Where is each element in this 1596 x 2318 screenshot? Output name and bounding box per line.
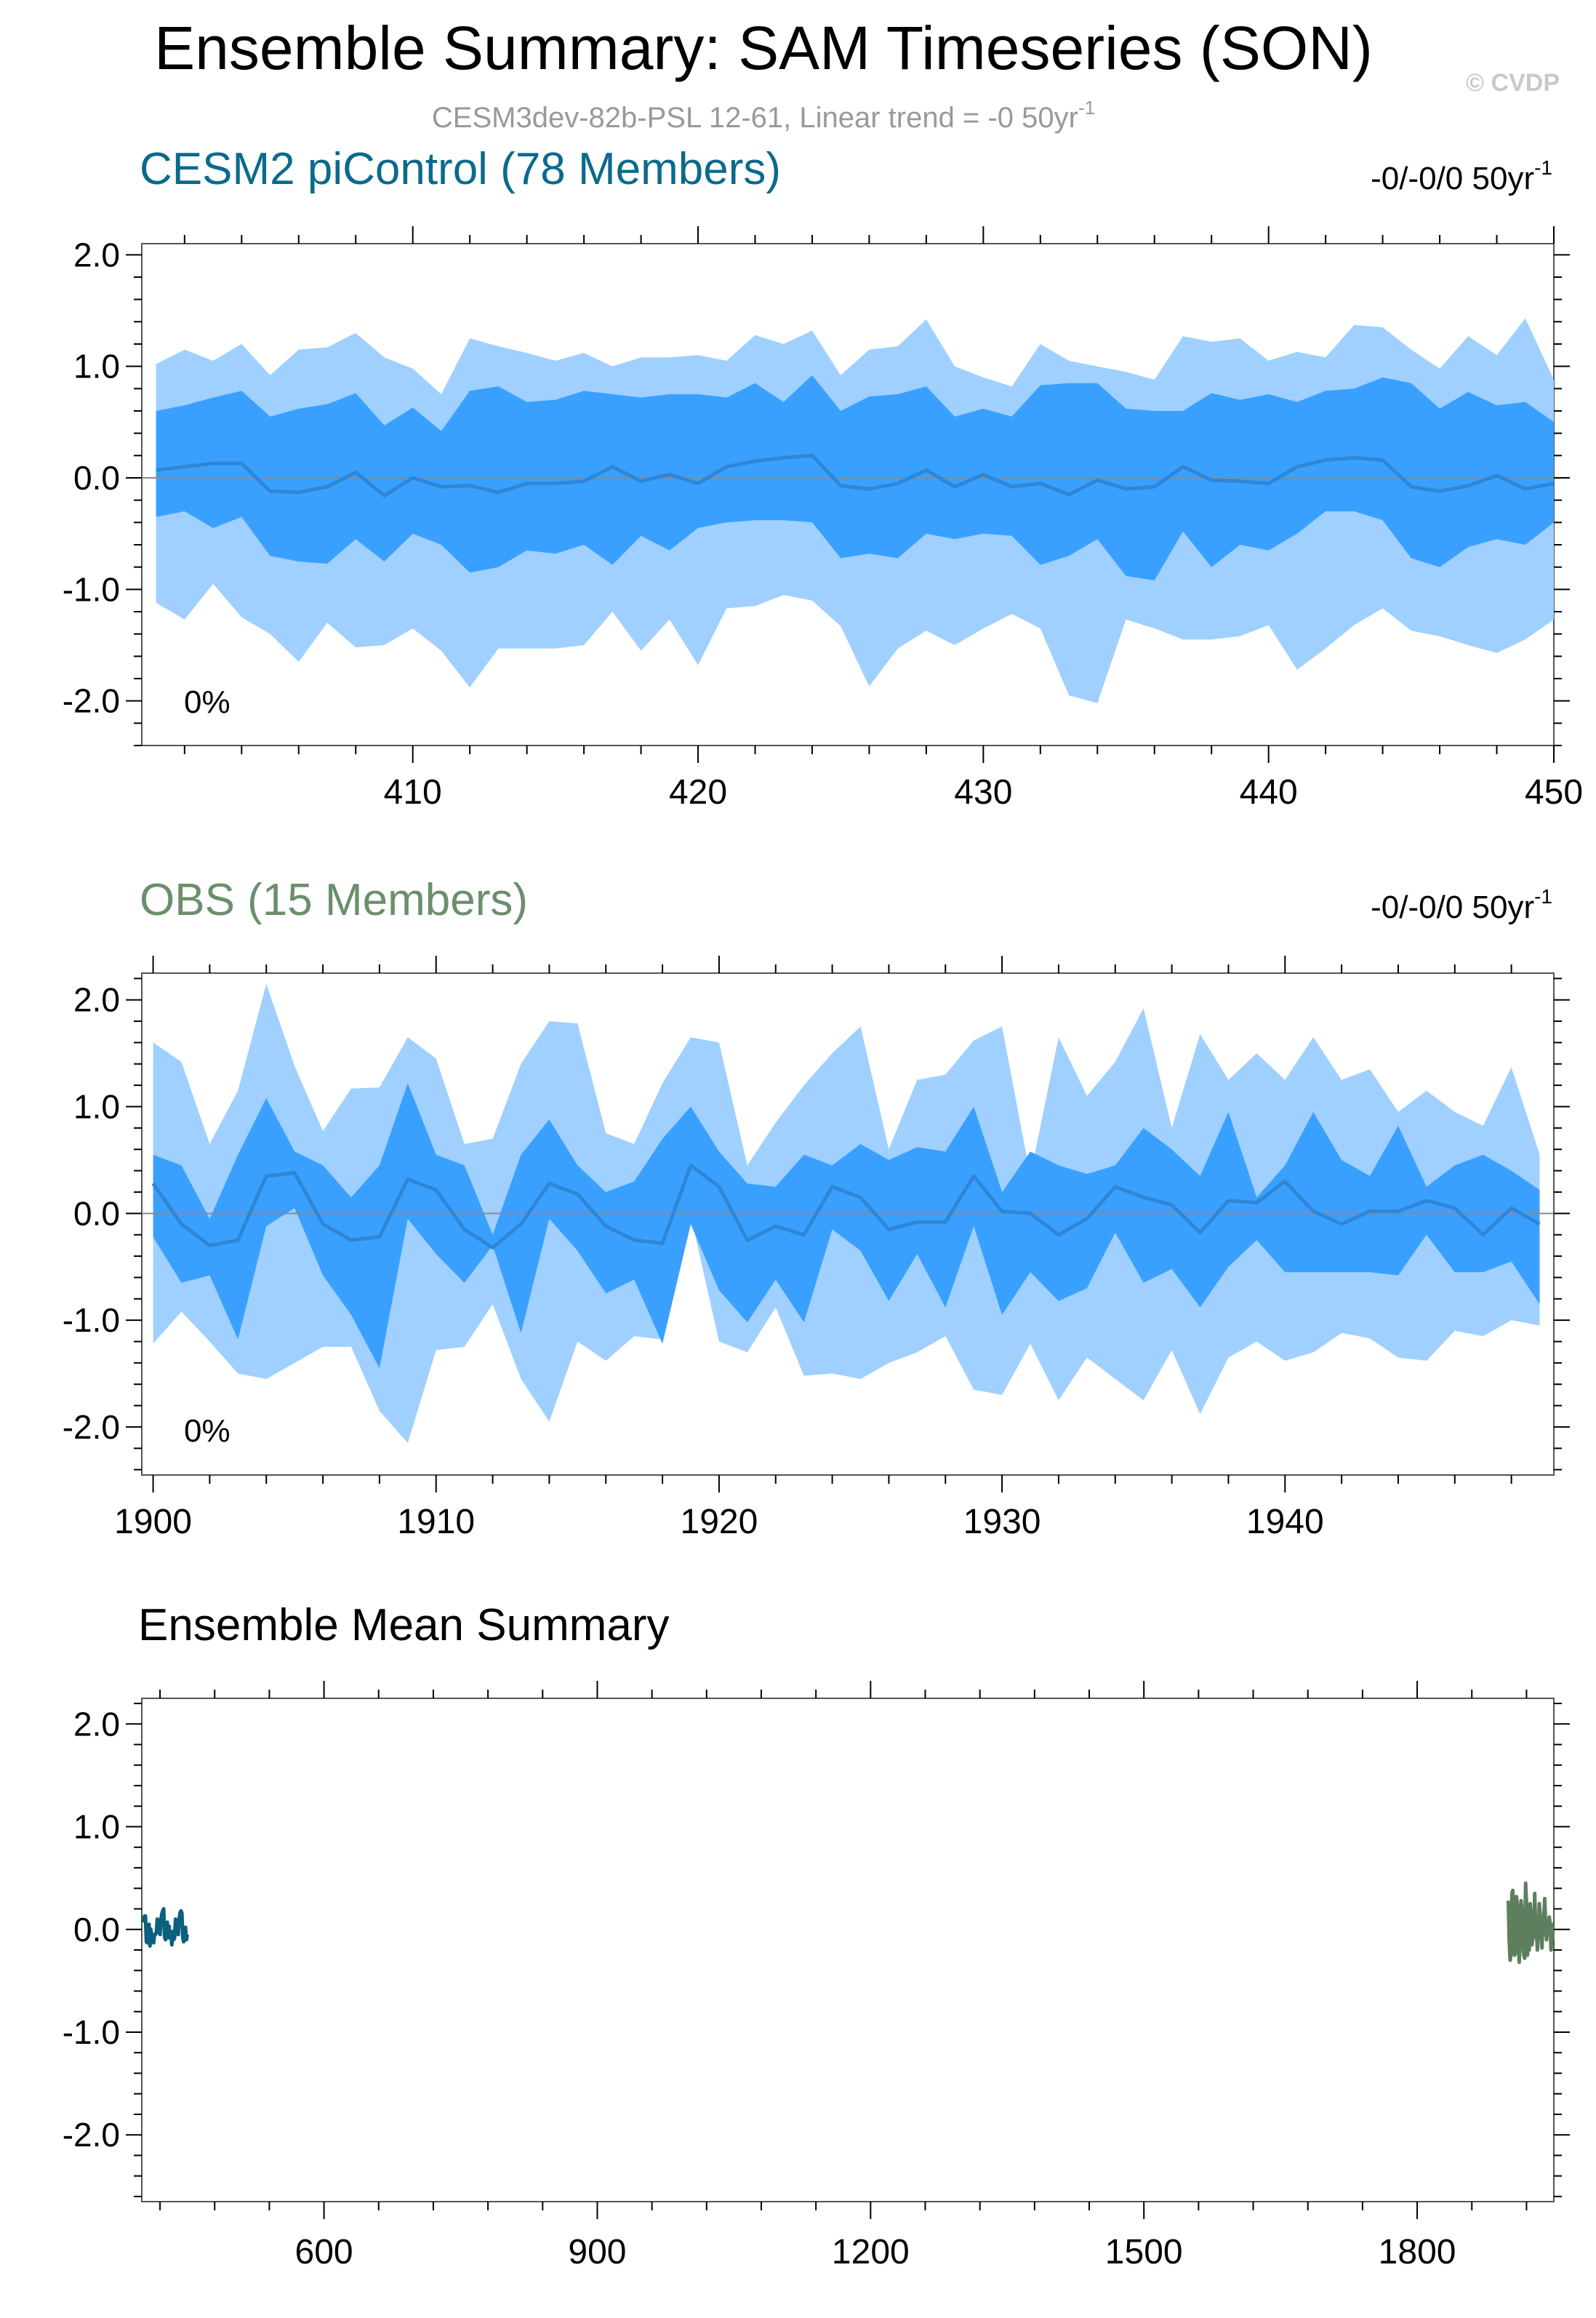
- ensemble-mean-ytick-label: 0.0: [73, 1911, 120, 1949]
- ensemble-mean-xtick-label: 600: [295, 2233, 353, 2271]
- ensemble-mean-xtick-label: 1800: [1379, 2233, 1456, 2271]
- panel-cesm2-trend-text: -0/-0/0 50yr: [1371, 161, 1534, 196]
- panel-obs-trend-text: -0/-0/0 50yr: [1371, 890, 1534, 925]
- panel-obs-title: OBS (15 Members): [140, 875, 528, 925]
- obs-ytick-label: -1.0: [63, 1301, 120, 1339]
- panel-obs-mean-line: [151, 1163, 1541, 1250]
- cesm2-ytick-label: -2.0: [63, 682, 120, 720]
- panel-cesm2-trend-sup: -1: [1534, 156, 1552, 179]
- panel-obs-trend: -0/-0/0 50yr-1: [1371, 885, 1552, 925]
- cesm2-xtick-label: 410: [384, 773, 442, 812]
- panel-ensemble-mean-obs-line: [1506, 1881, 1555, 1965]
- obs-xtick-label: 1910: [397, 1503, 475, 1541]
- ensemble-mean-ytick-label: 2.0: [73, 1705, 120, 1743]
- panel-obs-frame: [141, 972, 1555, 1476]
- cesm2-xtick-label: 450: [1525, 773, 1583, 812]
- obs-ytick-label: 1.0: [73, 1088, 120, 1126]
- panel-cesm2-percent: 0%: [184, 684, 230, 720]
- subtitle-superscript: -1: [1078, 97, 1095, 119]
- obs-xtick-label: 1920: [681, 1503, 758, 1541]
- panel-ensemble-mean-x-axis: 600 900 1200 1500 1800: [159, 1681, 1528, 2271]
- panel-cesm2-title: CESM2 piControl (78 Members): [140, 144, 781, 194]
- panel-cesm2-trend: -0/-0/0 50yr-1: [1371, 156, 1552, 196]
- cesm2-ytick-label: 0.0: [73, 459, 120, 497]
- subtitle-text: CESM3dev-82b-PSL 12-61, Linear trend = -…: [432, 102, 1078, 134]
- figure-title: Ensemble Summary: SAM Timeseries (SON): [154, 14, 1373, 82]
- panel-obs-y-axis: 2.0 1.0 0.0 -1.0 -2.0: [63, 978, 1570, 1471]
- cesm2-ytick-label: 2.0: [73, 236, 120, 273]
- panel-cesm2-mean-line: [156, 453, 1555, 497]
- ensemble-mean-ytick-label: -1.0: [63, 2013, 120, 2051]
- panel-ensemble-mean-title: Ensemble Mean Summary: [138, 1600, 670, 1650]
- obs-xtick-label: 1900: [114, 1503, 192, 1541]
- panel-ensemble-mean-cesm-line: [140, 1907, 190, 1948]
- panel-ensemble-mean: Ensemble Mean Summary 2.01.00.0-1.0-2.0 …: [63, 1600, 1570, 2271]
- obs-ytick-label: 2.0: [73, 981, 120, 1019]
- panel-ensemble-mean-frame: [141, 1698, 1555, 2202]
- obs-xtick-label: 1940: [1246, 1503, 1324, 1541]
- cesm2-xtick-label: 430: [954, 773, 1012, 812]
- panel-obs-percent: 0%: [184, 1413, 230, 1449]
- ensemble-mean-xtick-label: 900: [568, 2233, 626, 2271]
- panel-obs: OBS (15 Members) -0/-0/0 50yr-1 2.0 1.0 0.…: [63, 875, 1570, 1541]
- cesm2-ytick-label: -1.0: [63, 570, 120, 608]
- ensemble-mean-ytick-label: 1.0: [73, 1808, 120, 1846]
- panel-obs-trend-sup: -1: [1534, 885, 1552, 908]
- figure-subtitle: CESM3dev-82b-PSL 12-61, Linear trend = -…: [432, 97, 1095, 134]
- obs-ytick-label: -2.0: [63, 1408, 120, 1446]
- panel-cesm2-y-axis: 2.0 1.0 0.0 -1.0 -2.0: [63, 236, 1570, 746]
- cesm2-xtick-label: 440: [1240, 773, 1298, 812]
- panel-cesm2-x-axis: 410 420 430 440 450: [183, 226, 1583, 812]
- cesm2-xtick-label: 420: [669, 773, 727, 812]
- panel-ensemble-mean-y-axis: 2.0 1.0 0.0 -1.0 -2.0: [63, 1703, 1570, 2197]
- cesm2-ytick-label: 1.0: [73, 348, 120, 385]
- panel-obs-inner-band: [153, 1083, 1540, 1369]
- panel-obs-x-axis: 1900 1910 1920 1930 1940: [114, 956, 1512, 1541]
- ensemble-mean-ytick-label: -2.0: [63, 2116, 120, 2154]
- ensemble-mean-xtick-label: 1500: [1105, 2233, 1183, 2271]
- panel-cesm2: CESM2 piControl (78 Members) -0/-0/0 50y…: [63, 144, 1583, 812]
- obs-ytick-label: 0.0: [73, 1194, 120, 1232]
- copyright-label: © CVDP: [1466, 69, 1560, 97]
- obs-xtick-label: 1930: [963, 1503, 1041, 1541]
- ensemble-mean-xtick-label: 1200: [832, 2233, 910, 2271]
